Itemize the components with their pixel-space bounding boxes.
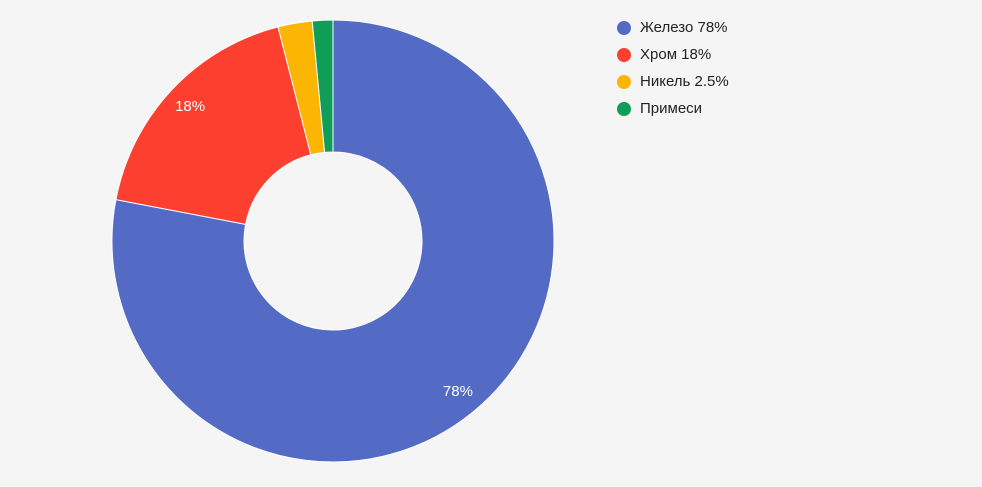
legend-marker-1 [617,21,631,35]
slice-1 [111,19,555,463]
slice-label-2: 18% [175,98,205,115]
legend: Железо 78% Хром 18% Никель 2.5% Примеси [617,19,729,117]
legend-item-4[interactable]: Примеси [617,100,702,117]
legend-marker-4 [617,102,631,116]
slice-labels-layer: 78% 18% [175,98,473,400]
slice-2 [115,26,312,225]
legend-marker-3 [617,75,631,89]
legend-label-1: Железо 78% [640,19,728,36]
legend-item-2[interactable]: Хром 18% [617,46,711,63]
slice-label-1: 78% [443,383,473,400]
legend-label-4: Примеси [640,100,702,117]
legend-marker-2 [617,48,631,62]
legend-label-2: Хром 18% [640,46,711,63]
slices-layer [111,19,555,463]
legend-label-3: Никель 2.5% [640,73,729,90]
legend-item-1[interactable]: Железо 78% [617,19,728,36]
legend-item-3[interactable]: Никель 2.5% [617,73,729,90]
slice-4 [311,19,334,153]
